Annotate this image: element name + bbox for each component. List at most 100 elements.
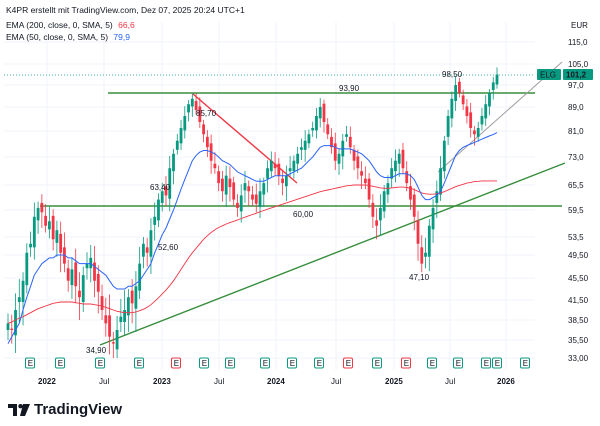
earnings-marker-label: E bbox=[484, 359, 489, 368]
price-annotation: 85,70 bbox=[196, 109, 217, 118]
candle-body bbox=[288, 168, 292, 172]
candle-body bbox=[382, 191, 386, 212]
candle-body bbox=[138, 263, 142, 291]
candle-body bbox=[442, 140, 446, 172]
candle-body bbox=[439, 168, 442, 195]
candle-body bbox=[202, 124, 205, 135]
candle-body bbox=[495, 74, 499, 85]
candle-body bbox=[258, 191, 262, 208]
candle-body bbox=[360, 171, 363, 176]
earnings-marker-label: E bbox=[263, 359, 268, 368]
candle-body bbox=[100, 296, 104, 310]
price-tick-label: 97,0 bbox=[568, 81, 584, 90]
earnings-marker bbox=[343, 357, 353, 369]
candle-body bbox=[326, 124, 330, 135]
time-tick-label: Jul bbox=[331, 377, 341, 386]
candle-body bbox=[130, 290, 134, 304]
price-badge-value: 101,2 bbox=[566, 71, 587, 80]
candle-body bbox=[345, 134, 348, 137]
candle-body bbox=[78, 290, 81, 298]
candle-body bbox=[10, 328, 14, 330]
candle-body bbox=[123, 310, 127, 322]
candle-body bbox=[29, 243, 32, 248]
candle-body bbox=[145, 247, 149, 253]
ema200-legend[interactable]: EMA (200, close, 0, SMA, 5) 66,6 bbox=[6, 20, 135, 30]
chart-credit: K4PR erstellt mit TradingView.com, Dez 0… bbox=[6, 5, 245, 15]
candle-body bbox=[300, 147, 303, 150]
earnings-marker bbox=[55, 357, 65, 369]
time-tick-label: Jul bbox=[99, 377, 109, 386]
candle-body bbox=[386, 183, 390, 195]
price-tick-label: 33,00 bbox=[568, 354, 589, 363]
candle-body bbox=[254, 194, 258, 204]
candle-body bbox=[89, 257, 93, 269]
candle-body bbox=[47, 221, 51, 230]
candle-body bbox=[55, 230, 59, 243]
candle-body bbox=[397, 153, 401, 164]
earnings-marker bbox=[481, 357, 491, 369]
candle-body bbox=[194, 100, 198, 110]
earnings-marker bbox=[427, 357, 437, 369]
candle-body bbox=[416, 220, 420, 244]
candle-body bbox=[427, 225, 431, 257]
candle-body bbox=[126, 297, 130, 316]
price-annotation: 93,90 bbox=[339, 84, 360, 93]
ema50-label: EMA (50, close, 0, SMA, 5) bbox=[6, 32, 109, 42]
time-tick-label: Jul bbox=[214, 377, 224, 386]
earnings-marker-label: E bbox=[430, 359, 435, 368]
candle-body bbox=[119, 316, 123, 322]
candle-body bbox=[473, 130, 476, 135]
candle-body bbox=[363, 178, 367, 184]
candle-body bbox=[348, 136, 352, 148]
tradingview-logo[interactable]: TradingView bbox=[8, 401, 122, 418]
earnings-marker bbox=[287, 357, 297, 369]
ascending-trendline bbox=[99, 162, 566, 346]
candle-body bbox=[187, 104, 190, 113]
time-axis: 2022 Jul 2023 Jul 2024 Jul 2025 Jul 2026 bbox=[38, 377, 515, 386]
earnings-marker-label: E bbox=[495, 359, 500, 368]
candle-body bbox=[431, 207, 435, 230]
earnings-marker-label: E bbox=[317, 359, 322, 368]
earnings-marker bbox=[401, 357, 411, 369]
candle-body bbox=[32, 216, 36, 248]
candle-body bbox=[111, 342, 115, 344]
candle-body bbox=[292, 160, 296, 172]
earnings-marker-label: E bbox=[174, 359, 179, 368]
price-tick-label: 105,0 bbox=[568, 60, 589, 69]
candle-body bbox=[454, 85, 458, 101]
earnings-marker bbox=[171, 357, 181, 369]
candle-body bbox=[284, 175, 288, 187]
earnings-marker-label: E bbox=[202, 359, 207, 368]
candle-body bbox=[96, 273, 100, 292]
earnings-marker-label: E bbox=[28, 359, 33, 368]
candle-body bbox=[367, 178, 371, 200]
candle-body bbox=[179, 128, 183, 144]
time-tick-label: 2022 bbox=[38, 377, 56, 386]
candle-body bbox=[461, 95, 465, 105]
candle-body bbox=[205, 136, 209, 148]
candle-body bbox=[228, 178, 232, 188]
price-tick-label: 59,5 bbox=[568, 206, 584, 215]
earnings-marker bbox=[372, 357, 382, 369]
earnings-marker bbox=[492, 357, 502, 369]
ema200-value: 66,6 bbox=[118, 20, 135, 30]
candle-body bbox=[217, 171, 221, 184]
earnings-marker-label: E bbox=[523, 359, 528, 368]
candle-body bbox=[224, 175, 228, 195]
earnings-marker bbox=[95, 357, 105, 369]
candle-body bbox=[337, 153, 341, 164]
earnings-marker-label: E bbox=[137, 359, 142, 368]
candle-body bbox=[85, 263, 89, 269]
candle-body bbox=[142, 243, 145, 257]
candle-body bbox=[401, 149, 405, 169]
time-tick-label: 2023 bbox=[153, 377, 171, 386]
candle-body bbox=[318, 107, 322, 119]
price-tick-label: 49,50 bbox=[568, 251, 589, 260]
earnings-marker-label: E bbox=[404, 359, 409, 368]
candle-body bbox=[243, 183, 247, 191]
candle-body bbox=[44, 215, 48, 226]
candle-body bbox=[457, 81, 461, 94]
price-tick-label: 73,0 bbox=[568, 153, 584, 162]
ema50-legend[interactable]: EMA (50, close, 0, SMA, 5) 79,9 bbox=[6, 32, 130, 42]
